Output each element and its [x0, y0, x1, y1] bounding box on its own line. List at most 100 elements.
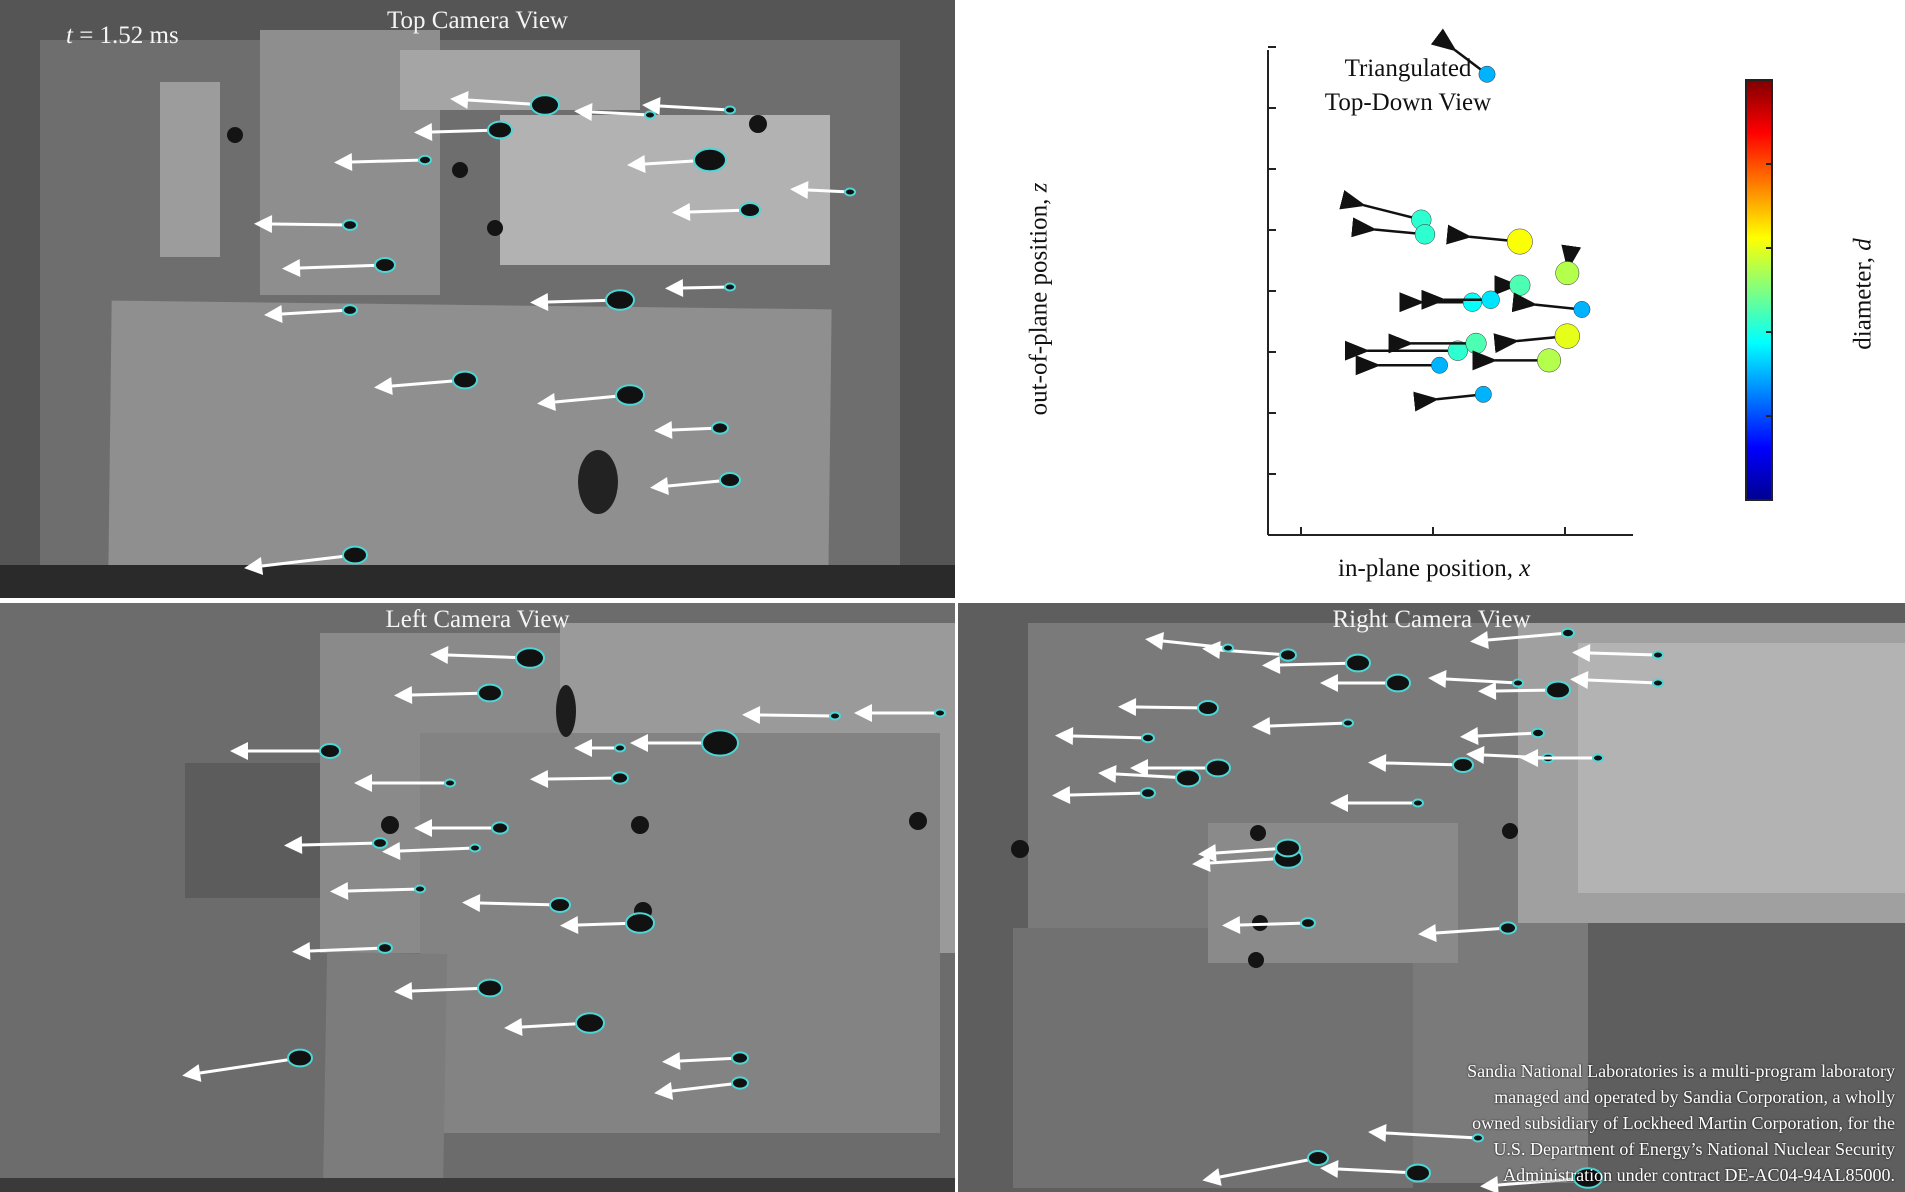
fragment-outline [1561, 627, 1575, 639]
fragment-point [1509, 274, 1531, 296]
velocity-arrow [1069, 791, 1149, 797]
left-camera-image [0, 603, 955, 1192]
arrow-head [1052, 786, 1071, 804]
fragment-point [1506, 228, 1533, 255]
velocity-arrow [309, 946, 386, 953]
velocity-arrow [679, 1056, 741, 1063]
fragment-point [1481, 290, 1500, 309]
arrow-head [530, 770, 549, 788]
fragment-outline [844, 187, 856, 197]
fragment-outline [1412, 798, 1424, 808]
fragment-outline [829, 711, 841, 721]
fragment-outline [414, 884, 426, 894]
fragment-outline [477, 683, 503, 703]
fragment-outline [644, 110, 656, 120]
velocity-arrow [411, 986, 491, 993]
axis-label-text: in-plane position, [1338, 555, 1520, 582]
fragment-point [1573, 301, 1591, 318]
arrow-head [1320, 674, 1338, 692]
fragment-outline [934, 708, 946, 718]
colorbar [1745, 79, 1773, 501]
arrow-head [394, 686, 413, 704]
right-camera-title: Right Camera View [1332, 606, 1531, 633]
right-camera-image [958, 603, 1905, 1192]
chart-canvas [1267, 28, 1773, 536]
time-label: t = 1.52 ms [66, 22, 179, 49]
fragment-outline [1275, 838, 1301, 858]
fragment-outline [374, 257, 396, 273]
arrow-head [282, 259, 301, 277]
velocity-arrow [1269, 721, 1349, 728]
arrow-head [574, 103, 593, 121]
fragment-outline [1545, 680, 1571, 700]
fragment-point [1537, 348, 1561, 373]
arrow-head [1368, 1124, 1387, 1142]
velocity-arrow [1385, 1131, 1479, 1140]
arrow-head [394, 982, 413, 1000]
velocity-arrow [351, 158, 426, 164]
fragment-outline [1342, 718, 1354, 728]
fragment-outline [1499, 921, 1517, 935]
fragment-outline [1140, 787, 1156, 799]
arrow-head [292, 942, 311, 960]
fragment-outline [452, 370, 478, 390]
arrow-head [630, 734, 648, 752]
fragment-outline [487, 120, 513, 140]
velocity-arrow [399, 846, 476, 853]
velocity-arrow [479, 901, 561, 907]
fragment-outline [1222, 643, 1234, 653]
fragment-outline [1652, 678, 1664, 688]
fragment-outline [372, 837, 388, 849]
right-camera-panel: Right Camera View Sandia National Labora… [958, 603, 1905, 1192]
fragment-outline [611, 771, 629, 785]
velocity-arrow [1162, 639, 1229, 650]
arrow-head [1130, 759, 1148, 777]
velocity-arrow [411, 691, 491, 697]
fragment-outline [1573, 1167, 1603, 1189]
arrow-head [1098, 765, 1117, 783]
fragment-outline [625, 912, 655, 934]
arrow-head [462, 894, 481, 912]
fragment-outline [342, 545, 368, 565]
fragment-outline [1197, 700, 1219, 716]
arrow-head [182, 1064, 202, 1082]
velocity-arrow [199, 1056, 301, 1075]
x-axis-label: in-plane position, x [1338, 555, 1531, 582]
left-camera-title: Left Camera View [385, 606, 570, 633]
fragment-outline [731, 1051, 749, 1065]
arrow-head [1478, 682, 1497, 700]
fragment-outline [739, 202, 761, 218]
fragment-outline [701, 729, 739, 757]
velocity-arrow [1435, 926, 1509, 935]
fragment-outline [719, 472, 741, 488]
fragment-point [1555, 261, 1580, 286]
arrow-head [354, 774, 372, 792]
fragment-outline [1385, 673, 1411, 693]
arrow-head [1202, 1168, 1222, 1186]
velocity-arrow [1279, 661, 1359, 667]
arrow-head [374, 377, 393, 395]
fragment-outline [615, 384, 645, 406]
top-camera-image [0, 0, 955, 598]
arrow-head [1222, 916, 1241, 934]
fragment-point [1474, 385, 1492, 403]
velocity-arrow [1337, 1167, 1419, 1175]
fragment-outline [724, 282, 736, 292]
arrow-head [504, 1018, 523, 1036]
fragment-outline [1141, 732, 1155, 744]
fragment-point [1447, 340, 1468, 361]
arrow-head [1368, 754, 1387, 772]
arrow-head [1320, 1160, 1339, 1178]
velocity-arrow [807, 188, 851, 194]
top-camera-title: Top Camera View [387, 7, 568, 34]
fragment-point [1431, 356, 1448, 374]
velocity-arrow [759, 713, 836, 718]
fragment-outline [491, 821, 509, 835]
arrow-head [560, 916, 579, 934]
arrow-head [1466, 746, 1485, 764]
fragment-outline [605, 289, 635, 311]
arrow-head [574, 739, 592, 757]
velocity-arrow [271, 222, 351, 227]
velocity-arrow [1487, 631, 1569, 642]
arrow-head [254, 215, 273, 233]
